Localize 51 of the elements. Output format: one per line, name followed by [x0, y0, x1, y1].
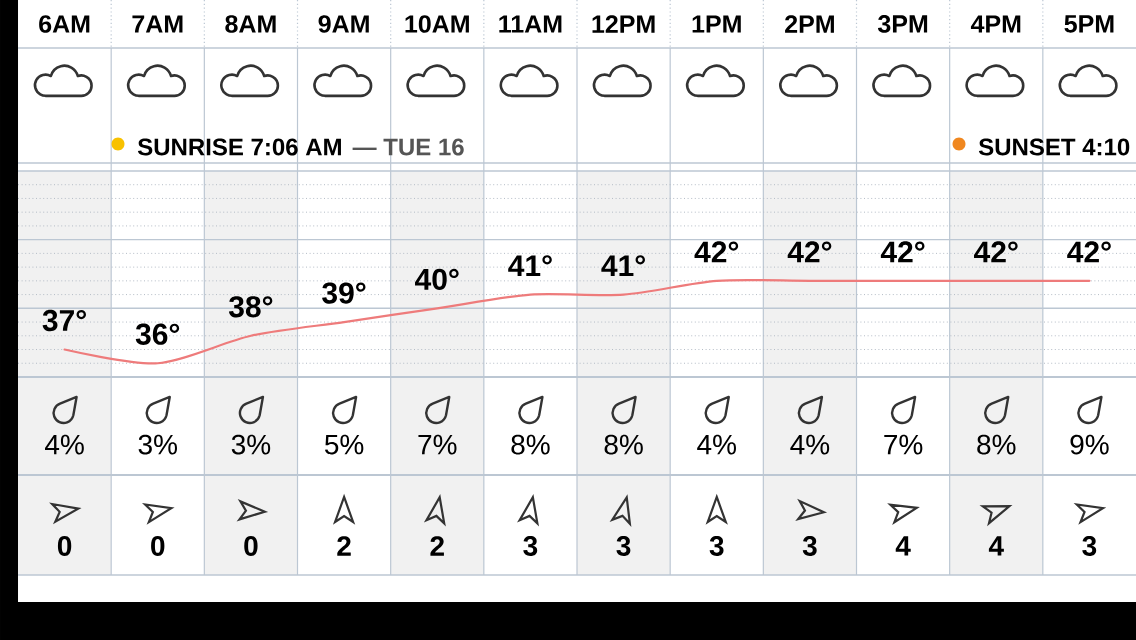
data-label: 37°: [42, 309, 86, 332]
data-label: 42°: [694, 241, 739, 263]
text: 8%: [511, 434, 550, 455]
x-tick-label: 10AM: [405, 15, 469, 33]
text: 3: [802, 536, 817, 556]
text: 4%: [697, 434, 736, 455]
x-tick-label: 4PM: [970, 15, 1021, 33]
text: 8%: [977, 434, 1016, 455]
text: 4: [988, 536, 1004, 556]
text: 8%: [604, 434, 643, 455]
data-label: 42°: [880, 241, 925, 263]
data-label: 42°: [787, 241, 832, 263]
text: 0: [151, 536, 165, 556]
text: 3: [709, 536, 724, 556]
text: 7%: [884, 434, 923, 455]
text: 3: [523, 536, 538, 556]
x-tick-label: 12PM: [592, 15, 655, 33]
data-label: 39°: [322, 282, 366, 304]
x-tick-label: 11AM: [499, 15, 562, 33]
data-label: 36°: [135, 323, 180, 345]
text: 3: [616, 536, 631, 556]
x-tick-label: 2PM: [785, 15, 834, 33]
text: 0: [57, 536, 72, 556]
data-label: 40°: [415, 268, 459, 290]
text: 3%: [138, 434, 177, 455]
text: 7%: [418, 434, 457, 455]
text: 9%: [1070, 434, 1109, 455]
text: SUNSET 4:10: [978, 138, 1130, 156]
text: 0: [244, 536, 258, 556]
x-tick-label: 1PM: [692, 15, 741, 33]
data-label: 41°: [601, 255, 645, 277]
text: SUNRISE 7:06 AM: [137, 138, 341, 156]
data-label: 41°: [508, 255, 552, 277]
text: 2: [337, 536, 351, 556]
data-label: 38°: [228, 296, 273, 318]
x-tick-label: 6AM: [39, 15, 90, 33]
x-tick-label: 9AM: [318, 15, 369, 33]
text: — TUE 16: [352, 138, 464, 156]
data-label: 42°: [1067, 241, 1111, 263]
data-label: 42°: [974, 241, 1018, 263]
text: 5%: [324, 434, 364, 455]
text: 4%: [45, 434, 84, 455]
text: 4: [895, 536, 911, 556]
text: 3: [1082, 536, 1097, 556]
x-tick-label: 8AM: [225, 15, 276, 33]
text: 4%: [790, 434, 830, 455]
x-tick-label: 5PM: [1064, 15, 1114, 33]
text: 3%: [231, 434, 271, 455]
text: 2: [430, 536, 444, 556]
x-tick-label: 7AM: [132, 15, 183, 33]
x-tick-label: 3PM: [877, 15, 928, 33]
